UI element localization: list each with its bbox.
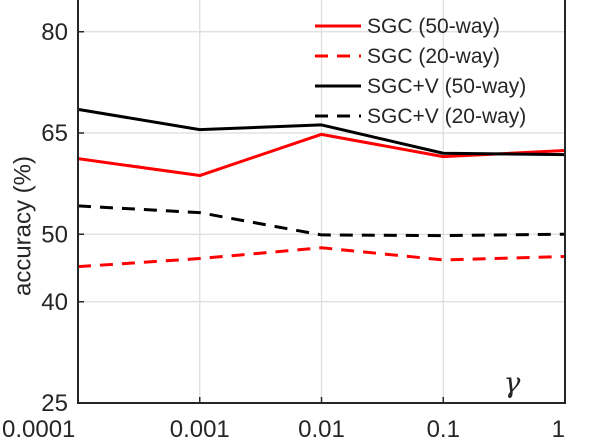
x-tick-labels: 0.0001 0.001 0.01 0.1 1: [2, 397, 566, 443]
y-tick-label: 80: [41, 19, 68, 46]
gamma-annotation: γ: [504, 366, 521, 399]
series-line-4: [77, 204, 566, 238]
y-axis-label: accuracy (%): [9, 156, 36, 296]
series-line-3: [77, 107, 566, 157]
legend-label-4: SGC+V (20-way): [367, 105, 526, 128]
x-tick-label: 0.1: [427, 416, 460, 443]
x-tick-label: 0.0001: [2, 416, 75, 443]
legend-label-2: SGC (20-way): [367, 45, 500, 68]
x-tick-label: 0.001: [170, 416, 230, 443]
x-tick-label: 1: [552, 416, 565, 443]
y-tick-label: 65: [41, 120, 68, 147]
legend-label-1: SGC (50-way): [367, 15, 500, 38]
y-tick-label: 40: [41, 289, 68, 316]
series-lines: [77, 107, 566, 269]
legend-label-3: SGC+V (50-way): [367, 75, 526, 98]
y-tick-label: 25: [41, 390, 68, 417]
x-tick-label: 0.01: [298, 416, 345, 443]
y-tick-label: 50: [41, 221, 68, 248]
y-tick-labels: 25 40 50 65 80: [41, 19, 84, 417]
series-line-2: [77, 246, 566, 269]
legend: SGC (50-way) SGC (20-way) SGC+V (50-way) SG…: [315, 15, 526, 128]
